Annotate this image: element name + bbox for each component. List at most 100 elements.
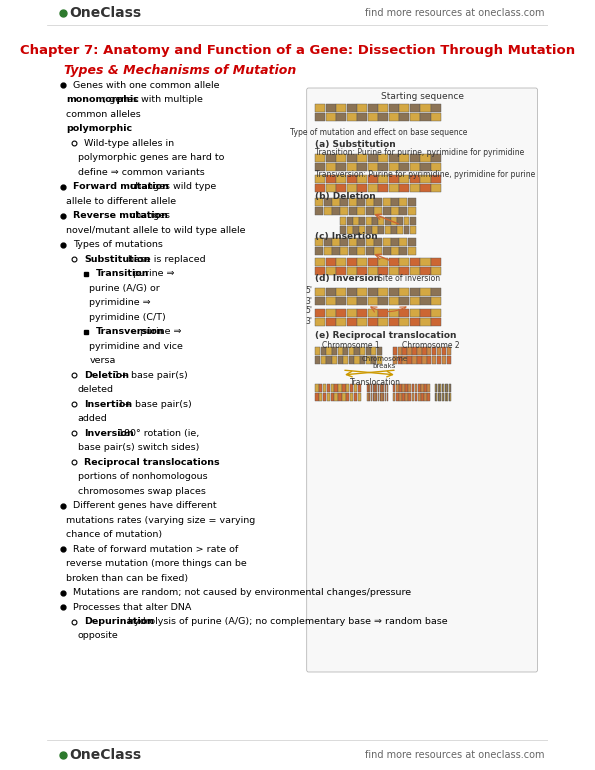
Text: ; genes with multiple: ; genes with multiple xyxy=(103,95,203,104)
Bar xyxy=(342,393,346,401)
Bar xyxy=(399,163,409,171)
Bar xyxy=(399,267,409,275)
Bar xyxy=(408,384,411,392)
Text: Wild-type alleles in: Wild-type alleles in xyxy=(84,139,174,148)
Bar xyxy=(412,393,414,401)
Bar xyxy=(410,318,420,326)
Bar xyxy=(393,347,397,355)
Bar xyxy=(412,347,416,355)
Bar xyxy=(408,347,412,355)
Bar xyxy=(327,393,330,401)
Bar xyxy=(368,113,378,121)
Bar xyxy=(389,267,399,275)
Bar xyxy=(431,258,441,266)
Bar xyxy=(347,318,357,326)
Bar xyxy=(374,207,382,215)
Bar xyxy=(374,238,382,246)
Bar xyxy=(383,198,390,206)
Bar xyxy=(397,356,402,364)
Bar xyxy=(371,384,372,392)
Bar xyxy=(397,217,403,225)
Bar xyxy=(325,258,336,266)
Text: (a) Substitution: (a) Substitution xyxy=(315,139,396,149)
Bar xyxy=(408,198,416,206)
Bar xyxy=(441,384,443,392)
Bar xyxy=(323,384,326,392)
Text: (c) Insertion: (c) Insertion xyxy=(315,232,378,240)
Bar xyxy=(347,113,357,121)
Bar xyxy=(339,393,342,401)
Bar xyxy=(385,384,386,392)
Bar xyxy=(403,226,409,234)
Bar xyxy=(422,347,427,355)
Bar xyxy=(378,163,389,171)
Bar xyxy=(431,184,441,192)
Bar xyxy=(336,297,346,305)
Bar xyxy=(347,288,357,296)
Bar xyxy=(432,347,436,355)
Text: find more resources at oneclass.com: find more resources at oneclass.com xyxy=(365,750,544,760)
Text: (e) Reciprocal translocation: (e) Reciprocal translocation xyxy=(315,330,456,340)
Bar xyxy=(331,384,334,392)
Bar xyxy=(421,258,431,266)
Bar xyxy=(449,384,450,392)
Bar xyxy=(325,267,336,275)
Bar xyxy=(324,198,331,206)
Bar xyxy=(315,288,325,296)
Bar xyxy=(421,154,431,162)
Bar xyxy=(360,356,365,364)
Bar xyxy=(389,258,399,266)
Bar xyxy=(357,113,367,121)
Bar xyxy=(432,356,436,364)
Bar xyxy=(378,258,389,266)
Bar xyxy=(368,258,378,266)
Bar xyxy=(366,238,374,246)
Bar xyxy=(354,393,357,401)
Bar xyxy=(397,226,403,234)
Bar xyxy=(378,175,389,183)
Bar xyxy=(402,347,407,355)
Text: pyrimidine and vice: pyrimidine and vice xyxy=(89,342,183,350)
Bar xyxy=(381,393,383,401)
Bar xyxy=(387,384,388,392)
Text: changes: changes xyxy=(127,211,170,220)
Bar xyxy=(378,217,384,225)
Bar xyxy=(367,384,369,392)
Bar xyxy=(321,347,326,355)
Bar xyxy=(435,384,436,392)
Bar xyxy=(336,258,346,266)
Text: Reverse mutation: Reverse mutation xyxy=(73,211,168,220)
Bar xyxy=(397,347,402,355)
Bar xyxy=(366,247,374,255)
Bar xyxy=(366,217,371,225)
Bar xyxy=(84,272,88,276)
Bar xyxy=(325,297,336,305)
Bar xyxy=(347,163,357,171)
Bar xyxy=(378,393,379,401)
Text: Inversion: Inversion xyxy=(84,428,134,437)
Bar xyxy=(359,217,365,225)
Bar xyxy=(396,384,399,392)
Bar xyxy=(347,297,357,305)
Bar xyxy=(336,318,346,326)
Bar xyxy=(399,258,409,266)
Bar xyxy=(410,184,420,192)
Bar xyxy=(391,226,397,234)
Text: 5': 5' xyxy=(306,306,312,314)
Text: purine ⇒: purine ⇒ xyxy=(137,327,181,336)
Text: Processes that alter DNA: Processes that alter DNA xyxy=(73,602,191,611)
Bar xyxy=(389,113,399,121)
Bar xyxy=(447,393,448,401)
Bar xyxy=(347,175,357,183)
Bar xyxy=(346,384,349,392)
Bar xyxy=(399,297,409,305)
Text: opposite: opposite xyxy=(78,631,118,641)
Bar xyxy=(339,384,342,392)
Bar xyxy=(410,297,420,305)
Bar xyxy=(374,384,375,392)
Bar xyxy=(331,393,334,401)
Text: OneClass: OneClass xyxy=(69,6,142,20)
Text: 3': 3' xyxy=(306,316,312,326)
Bar xyxy=(421,384,424,392)
Bar xyxy=(410,163,420,171)
